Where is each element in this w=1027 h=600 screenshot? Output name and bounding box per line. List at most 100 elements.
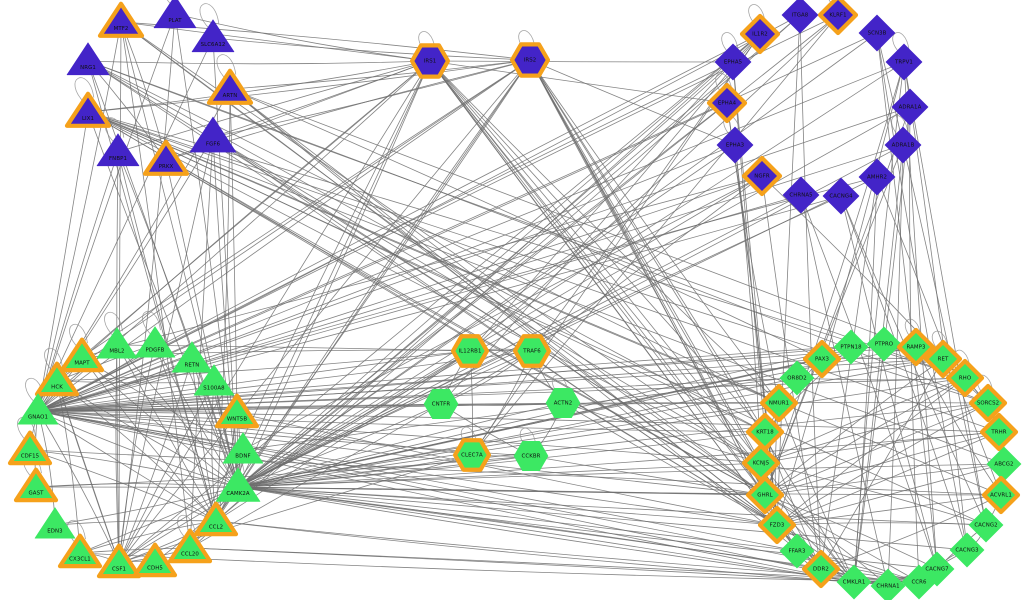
- network-edge: [56, 350, 471, 382]
- network-node-ddr2[interactable]: [801, 549, 841, 589]
- network-edge: [212, 136, 762, 464]
- network-node-epha4[interactable]: [706, 82, 748, 124]
- network-node-chrna5[interactable]: [782, 176, 820, 214]
- network-node-slc6a12[interactable]: [191, 19, 235, 53]
- network-node-nrg1[interactable]: [66, 42, 110, 76]
- network-node-cacng2[interactable]: [968, 507, 1004, 543]
- network-edge: [87, 111, 1005, 465]
- network-edge: [237, 402, 989, 488]
- network-edge: [116, 344, 239, 488]
- network-edge: [237, 431, 766, 488]
- network-node-rho[interactable]: [945, 358, 985, 398]
- network-edge: [118, 59, 531, 564]
- network-node-cdh5[interactable]: [132, 542, 178, 578]
- network-node-mapt[interactable]: [59, 337, 105, 373]
- network-node-nmur1[interactable]: [759, 383, 799, 423]
- network-edge: [237, 486, 798, 552]
- network-edge: [237, 358, 823, 488]
- self-loop-edge: [931, 330, 949, 353]
- network-edge: [37, 381, 215, 412]
- network-edge: [81, 356, 217, 522]
- network-node-s100a8[interactable]: [193, 364, 235, 396]
- network-node-fgf6[interactable]: [189, 116, 237, 153]
- network-node-plat[interactable]: [153, 0, 197, 29]
- network-node-cckbr[interactable]: [513, 440, 549, 472]
- network-node-ccl2[interactable]: [193, 501, 239, 537]
- network-node-retn[interactable]: [171, 341, 213, 373]
- network-node-klrf1[interactable]: [817, 0, 859, 36]
- network-node-epha3[interactable]: [716, 126, 754, 164]
- network-edge: [760, 402, 989, 464]
- network-node-ptpro[interactable]: [866, 326, 902, 362]
- network-node-il1r2[interactable]: [739, 13, 781, 55]
- network-node-ffar3[interactable]: [779, 533, 815, 569]
- network-edge: [469, 33, 761, 352]
- network-node-gnao1[interactable]: [17, 393, 59, 425]
- self-loop-edge: [721, 32, 739, 55]
- network-node-trpv1[interactable]: [885, 43, 923, 81]
- network-node-csf1[interactable]: [96, 543, 142, 579]
- network-node-pdgfb[interactable]: [134, 326, 176, 358]
- network-node-artn[interactable]: [206, 68, 254, 105]
- network-node-cx3cl1[interactable]: [57, 533, 103, 569]
- network-edge: [237, 14, 839, 488]
- network-node-cmklr1[interactable]: [836, 564, 872, 600]
- network-edge: [87, 60, 966, 379]
- network-node-chrna1[interactable]: [870, 568, 906, 600]
- self-loop-edge: [904, 318, 922, 341]
- network-node-ccr6[interactable]: [901, 564, 937, 600]
- network-node-ptpn18[interactable]: [833, 329, 869, 365]
- network-node-clec7a[interactable]: [452, 438, 492, 472]
- network-edge: [54, 520, 217, 526]
- network-edge: [776, 377, 966, 526]
- network-edge: [191, 358, 239, 488]
- network-node-actn2[interactable]: [545, 387, 581, 419]
- network-edge: [429, 60, 766, 496]
- network-node-adra1b[interactable]: [884, 126, 922, 164]
- network-node-mtf2[interactable]: [97, 1, 145, 38]
- network-edge: [915, 346, 1002, 496]
- network-node-ngfr[interactable]: [741, 155, 783, 197]
- network-node-camk2a[interactable]: [215, 467, 261, 502]
- network-edge: [229, 88, 823, 360]
- network-node-lix1[interactable]: [64, 91, 112, 128]
- network-node-cacng3[interactable]: [949, 532, 985, 568]
- network-node-abcg2[interactable]: [986, 446, 1022, 482]
- network-node-cntfr[interactable]: [423, 388, 459, 420]
- network-node-itga8[interactable]: [781, 0, 819, 34]
- network-node-fnbp1[interactable]: [96, 133, 140, 167]
- network-node-trhr[interactable]: [979, 412, 1019, 452]
- network-node-or8d2[interactable]: [779, 360, 815, 396]
- network-node-traf6[interactable]: [512, 334, 552, 368]
- network-node-scn3b[interactable]: [858, 14, 896, 52]
- network-node-ret[interactable]: [923, 339, 963, 379]
- network-node-fzd3[interactable]: [757, 505, 797, 545]
- network-node-il12rb1[interactable]: [450, 334, 490, 368]
- network-node-pax3[interactable]: [802, 339, 842, 379]
- network-node-hck[interactable]: [34, 361, 80, 397]
- network-node-prkx[interactable]: [142, 139, 190, 176]
- network-edge: [81, 356, 239, 488]
- network-node-acvrl1[interactable]: [981, 475, 1021, 515]
- network-node-irs2[interactable]: [509, 42, 551, 78]
- network-node-irs1[interactable]: [409, 43, 451, 79]
- network-node-adra1a[interactable]: [891, 88, 929, 126]
- network-node-wnt5b[interactable]: [214, 393, 260, 429]
- network-node-bdnf[interactable]: [222, 432, 264, 464]
- network-node-mbl2[interactable]: [96, 327, 138, 359]
- network-node-edn3[interactable]: [34, 507, 76, 539]
- network-node-sorcs2[interactable]: [968, 383, 1008, 423]
- network-node-cdf15[interactable]: [7, 430, 53, 466]
- network-node-ghrl[interactable]: [745, 475, 785, 515]
- network-node-ccl20[interactable]: [167, 528, 213, 564]
- network-node-gast[interactable]: [13, 467, 59, 503]
- network-edge: [237, 106, 911, 488]
- network-node-amhr2[interactable]: [858, 158, 896, 196]
- network-edge: [215, 520, 855, 583]
- node-layer[interactable]: [7, 0, 1022, 600]
- network-node-epha5[interactable]: [714, 43, 752, 81]
- network-node-ramp3[interactable]: [896, 327, 936, 367]
- network-node-cacng4[interactable]: [822, 177, 860, 215]
